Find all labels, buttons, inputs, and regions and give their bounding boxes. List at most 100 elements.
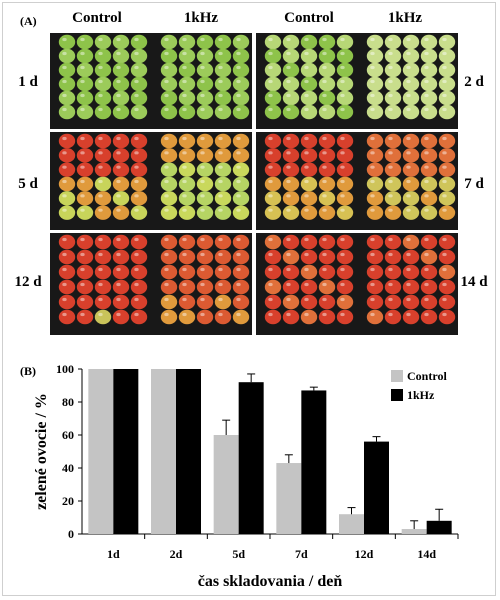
tomato-highlight	[164, 93, 169, 98]
tomato-highlight	[80, 107, 85, 112]
tomato	[402, 76, 420, 92]
bar-control	[339, 514, 364, 534]
tomato	[130, 176, 148, 192]
tomato	[178, 264, 196, 280]
tomato	[336, 279, 354, 295]
tomato-highlight	[370, 136, 375, 141]
tomato	[232, 191, 250, 206]
tomato-highlight	[98, 179, 103, 184]
tomato	[94, 62, 112, 78]
tomato-highlight	[286, 151, 291, 155]
legend-label-control: Control	[407, 369, 447, 383]
tomato-highlight	[200, 93, 205, 98]
x-tick-label: 12d	[355, 547, 374, 561]
tomato	[58, 294, 76, 310]
tomato-highlight	[236, 136, 241, 141]
tomato-highlight	[442, 51, 447, 56]
tomato-highlight	[304, 37, 309, 42]
tomato-highlight	[286, 51, 291, 56]
tomato	[232, 104, 250, 120]
tomato	[282, 309, 300, 325]
tomato-highlight	[268, 237, 273, 242]
tomato	[300, 48, 318, 64]
tomato-highlight	[182, 79, 187, 84]
tomato-highlight	[134, 51, 139, 56]
tomato-highlight	[98, 312, 103, 317]
tomato	[300, 176, 318, 192]
tomato	[160, 176, 178, 192]
tomato-highlight	[268, 151, 273, 155]
tomato-highlight	[442, 107, 447, 112]
tomato-highlight	[388, 282, 393, 287]
tomato-highlight	[286, 79, 291, 84]
tomato	[318, 90, 336, 106]
tomato-highlight	[62, 165, 67, 169]
tomato-highlight	[200, 282, 205, 287]
tomato-highlight	[388, 65, 393, 70]
tomato	[76, 176, 94, 192]
tomato	[420, 104, 438, 120]
tomato-highlight	[424, 252, 429, 257]
tomato-highlight	[442, 65, 447, 70]
tomato-highlight	[442, 252, 447, 257]
tomato-highlight	[218, 93, 223, 98]
tomato-highlight	[340, 312, 345, 317]
tomato-highlight	[322, 282, 327, 287]
tomato	[214, 133, 232, 149]
tomato-highlight	[236, 65, 241, 70]
tomato-highlight	[236, 208, 241, 212]
tomato-highlight	[286, 267, 291, 272]
tomato	[112, 264, 130, 280]
bar-1khz	[301, 390, 327, 534]
tomato-highlight	[182, 165, 187, 169]
tomato-highlight	[116, 93, 121, 98]
tomato-highlight	[304, 93, 309, 98]
tomato-highlight	[164, 297, 169, 302]
tomato	[196, 205, 214, 220]
tomato	[178, 34, 196, 50]
tomato	[336, 48, 354, 64]
tomato-highlight	[286, 37, 291, 42]
tomato	[384, 191, 402, 206]
tomato	[58, 90, 76, 106]
tomato-highlight	[340, 267, 345, 272]
y-tick-label: 0	[68, 527, 74, 541]
tomato	[196, 234, 214, 250]
tomato-highlight	[304, 107, 309, 112]
tomato	[366, 279, 384, 295]
tomato-highlight	[442, 179, 447, 184]
tomato	[112, 205, 130, 220]
tomato-highlight	[340, 151, 345, 155]
tomato-highlight	[370, 51, 375, 56]
tomato	[94, 76, 112, 92]
tomato-highlight	[286, 93, 291, 98]
tomato-highlight	[322, 93, 327, 98]
tomato-highlight	[442, 194, 447, 198]
tomato	[196, 294, 214, 310]
day-label-2d: 2 d	[464, 74, 484, 90]
tomato-highlight	[406, 267, 411, 272]
tomato	[264, 90, 282, 106]
tomato	[300, 205, 318, 220]
tomato	[58, 133, 76, 149]
tomato-highlight	[98, 51, 103, 56]
tomato	[300, 133, 318, 149]
tomato	[130, 191, 148, 206]
tomato	[420, 76, 438, 92]
tomato-highlight	[388, 107, 393, 112]
tomato-highlight	[406, 297, 411, 302]
tomato-highlight	[424, 297, 429, 302]
tomato	[318, 162, 336, 177]
tomato-highlight	[340, 51, 345, 56]
tomato-highlight	[286, 208, 291, 212]
tomato	[420, 176, 438, 192]
tomato	[366, 294, 384, 310]
tomato	[264, 34, 282, 50]
tomato-highlight	[98, 136, 103, 141]
tomato	[264, 162, 282, 177]
tomato	[336, 62, 354, 78]
tomato	[366, 191, 384, 206]
tomato-highlight	[236, 93, 241, 98]
tomato-highlight	[406, 252, 411, 257]
tomato-highlight	[98, 267, 103, 272]
